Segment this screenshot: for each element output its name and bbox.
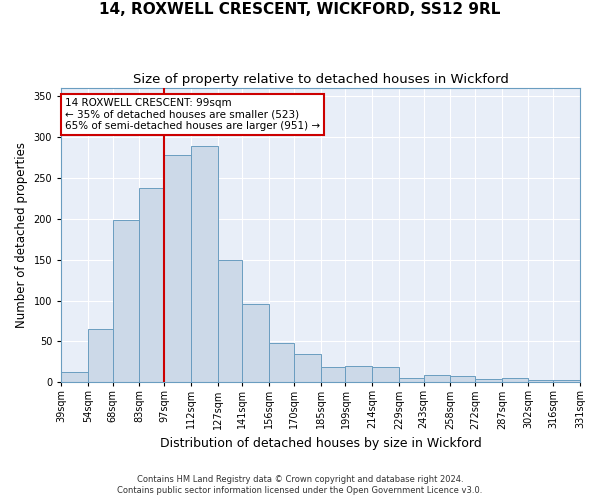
Bar: [372, 366, 399, 382]
Bar: [475, 379, 502, 382]
Bar: [191, 146, 218, 382]
Bar: [320, 366, 346, 382]
Bar: [399, 378, 424, 382]
Bar: [553, 380, 580, 382]
Text: Contains public sector information licensed under the Open Government Licence v3: Contains public sector information licen…: [118, 486, 482, 495]
Bar: [294, 354, 320, 382]
Bar: [88, 329, 113, 382]
Bar: [451, 376, 475, 382]
Bar: [164, 155, 191, 382]
Bar: [61, 372, 88, 382]
Text: Contains HM Land Registry data © Crown copyright and database right 2024.: Contains HM Land Registry data © Crown c…: [137, 475, 463, 484]
Bar: [502, 378, 529, 382]
Y-axis label: Number of detached properties: Number of detached properties: [15, 142, 28, 328]
X-axis label: Distribution of detached houses by size in Wickford: Distribution of detached houses by size …: [160, 437, 481, 450]
Title: Size of property relative to detached houses in Wickford: Size of property relative to detached ho…: [133, 72, 509, 86]
Bar: [269, 343, 294, 382]
Bar: [424, 375, 451, 382]
Bar: [113, 220, 139, 382]
Bar: [218, 260, 242, 382]
Bar: [139, 188, 164, 382]
Bar: [242, 304, 269, 382]
Bar: [529, 380, 553, 382]
Text: 14, ROXWELL CRESCENT, WICKFORD, SS12 9RL: 14, ROXWELL CRESCENT, WICKFORD, SS12 9RL: [100, 2, 500, 18]
Text: 14 ROXWELL CRESCENT: 99sqm
← 35% of detached houses are smaller (523)
65% of sem: 14 ROXWELL CRESCENT: 99sqm ← 35% of deta…: [65, 98, 320, 131]
Bar: [346, 366, 372, 382]
